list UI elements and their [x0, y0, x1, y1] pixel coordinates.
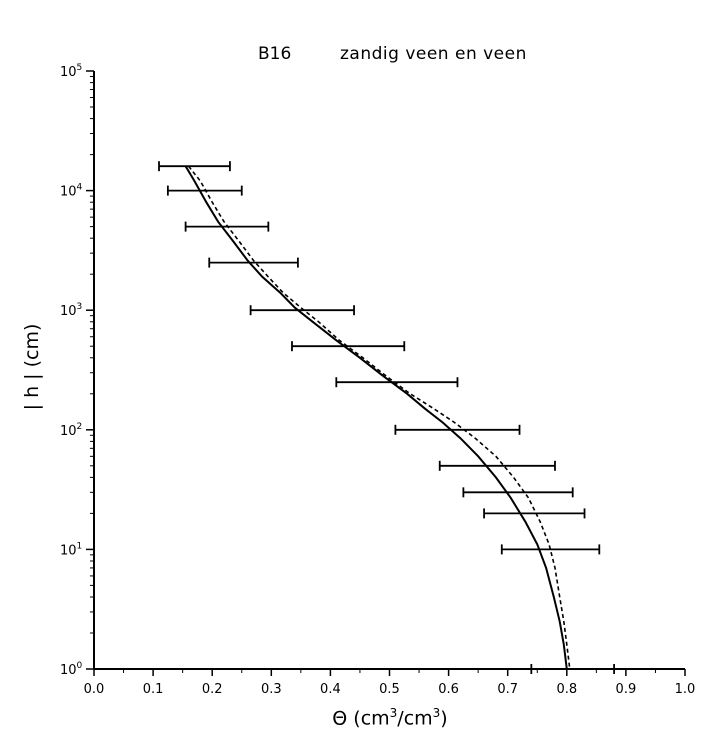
x-axis-label-units-c: )	[440, 707, 448, 730]
x-axis-label-symbol: Θ	[332, 707, 348, 730]
x-tick-label: 0.5	[379, 682, 400, 697]
x-tick-label: 0.4	[320, 682, 341, 697]
y-tick-label: 101	[60, 541, 82, 558]
chart-title-code: B16	[258, 44, 292, 64]
y-tick-label: 104	[60, 183, 83, 200]
x-axis-label-units-a: (cm	[353, 707, 390, 730]
y-tick-label: 102	[60, 422, 82, 439]
y-tick-label: 103	[60, 302, 82, 319]
x-tick-label: 1.0	[675, 682, 696, 697]
x-axis-label: Θ (cm3/cm3)	[290, 706, 490, 729]
y-tick-label: 100	[60, 661, 83, 678]
x-axis-label-units-b: /cm	[397, 707, 433, 730]
x-tick-label: 0.1	[143, 682, 164, 697]
x-tick-label: 0.3	[261, 682, 282, 697]
dashed-curve	[187, 165, 571, 670]
x-axis-label-sup-1: 3	[389, 706, 398, 720]
x-tick-label: 0.8	[556, 682, 577, 697]
x-tick-label: 0.9	[616, 682, 637, 697]
x-axis-label-sup-2: 3	[432, 706, 441, 720]
y-tick-label: 105	[60, 63, 82, 80]
x-tick-label: 0.2	[202, 682, 223, 697]
chart-title-text: zandig veen en veen	[340, 44, 527, 64]
solid-curve	[184, 165, 568, 670]
x-tick-label: 0.7	[497, 682, 518, 697]
x-tick-label: 0.6	[438, 682, 459, 697]
x-tick-label: 0.0	[84, 682, 105, 697]
